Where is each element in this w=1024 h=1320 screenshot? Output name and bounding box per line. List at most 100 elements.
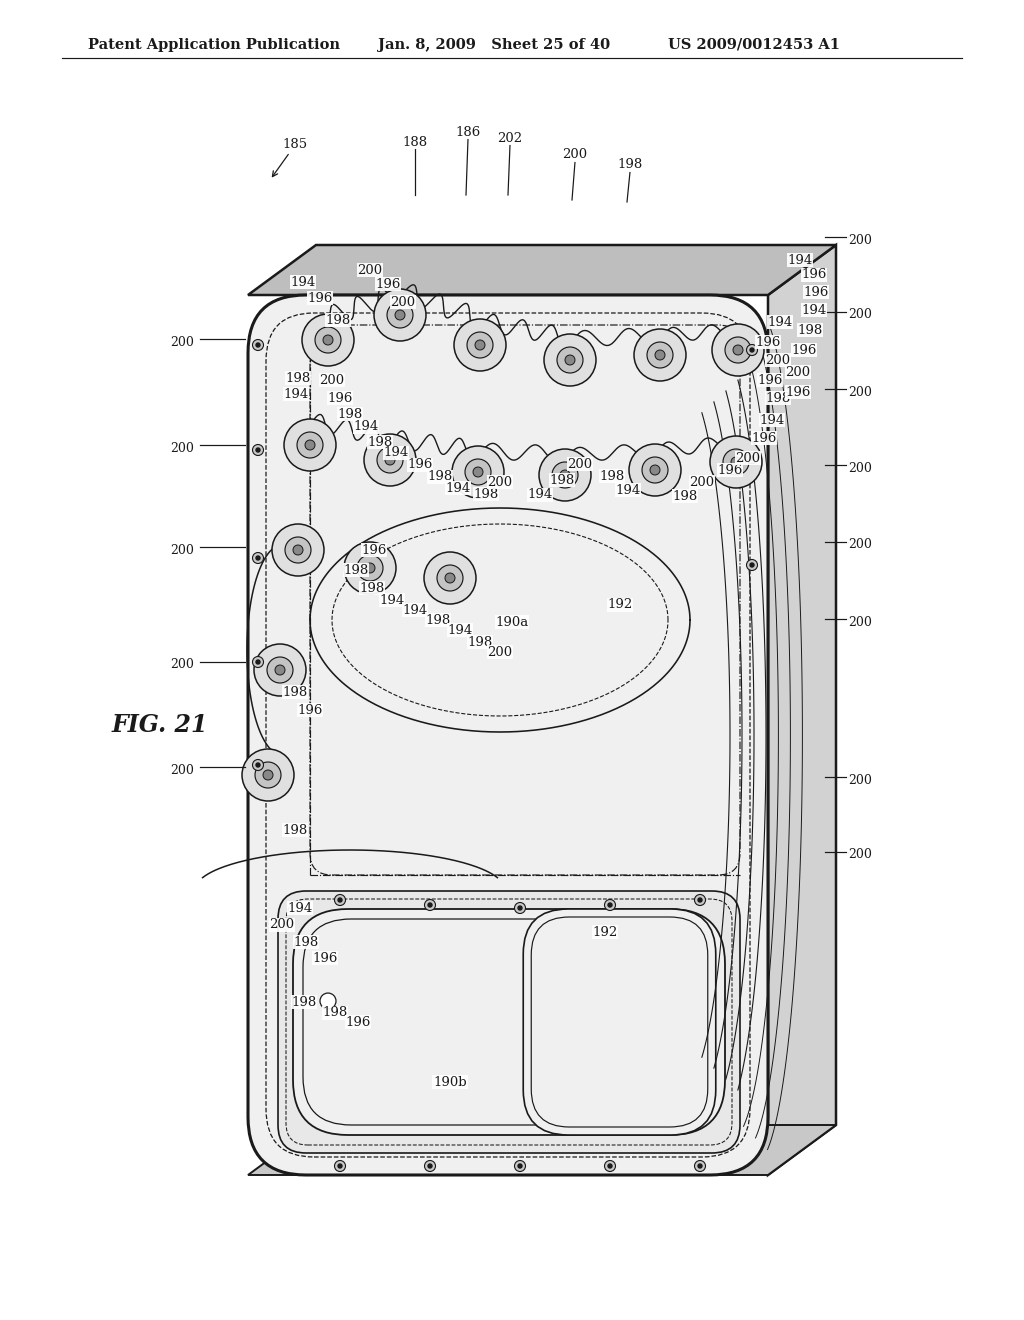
Circle shape xyxy=(608,1164,612,1168)
Polygon shape xyxy=(768,246,836,1175)
Text: 196: 196 xyxy=(376,277,400,290)
Circle shape xyxy=(302,314,354,366)
Text: 194: 194 xyxy=(802,304,826,317)
Text: 198: 198 xyxy=(326,314,350,326)
Text: 192: 192 xyxy=(607,598,633,611)
Text: 194: 194 xyxy=(760,413,784,426)
Circle shape xyxy=(253,656,263,668)
Circle shape xyxy=(604,899,615,911)
Text: 198: 198 xyxy=(368,436,392,449)
Circle shape xyxy=(655,350,665,360)
Circle shape xyxy=(284,418,336,471)
Text: 200: 200 xyxy=(785,366,811,379)
Text: 194: 194 xyxy=(445,482,471,495)
Circle shape xyxy=(514,1160,525,1172)
Circle shape xyxy=(428,1164,432,1168)
Text: 200: 200 xyxy=(170,763,194,776)
Text: 200: 200 xyxy=(562,149,588,161)
Circle shape xyxy=(338,1164,342,1168)
Circle shape xyxy=(365,564,375,573)
Text: 198: 198 xyxy=(343,564,369,577)
Text: 196: 196 xyxy=(803,285,828,298)
Circle shape xyxy=(647,342,673,368)
Text: 200: 200 xyxy=(689,475,715,488)
Text: 198: 198 xyxy=(599,470,625,483)
Circle shape xyxy=(514,903,525,913)
Circle shape xyxy=(746,560,758,570)
Text: 198: 198 xyxy=(283,824,307,837)
Circle shape xyxy=(357,554,383,581)
Text: 200: 200 xyxy=(487,475,513,488)
Text: 194: 194 xyxy=(379,594,404,606)
Circle shape xyxy=(253,339,263,351)
Text: 198: 198 xyxy=(617,158,643,172)
Text: 200: 200 xyxy=(269,919,295,932)
Text: 190b: 190b xyxy=(433,1076,467,1089)
Text: 200: 200 xyxy=(319,374,344,387)
Circle shape xyxy=(335,1160,345,1172)
Text: Jan. 8, 2009   Sheet 25 of 40: Jan. 8, 2009 Sheet 25 of 40 xyxy=(378,38,610,51)
Circle shape xyxy=(698,898,702,902)
Text: 200: 200 xyxy=(170,659,194,672)
Text: 198: 198 xyxy=(549,474,574,487)
Circle shape xyxy=(698,1164,702,1168)
Circle shape xyxy=(256,763,260,767)
Circle shape xyxy=(255,762,281,788)
Text: 200: 200 xyxy=(390,296,416,309)
Text: 196: 196 xyxy=(408,458,433,471)
Text: 200: 200 xyxy=(357,264,383,276)
Circle shape xyxy=(565,355,575,366)
Text: 196: 196 xyxy=(361,544,387,557)
Text: 194: 194 xyxy=(284,388,308,400)
Text: 186: 186 xyxy=(456,125,480,139)
Circle shape xyxy=(557,347,583,374)
Circle shape xyxy=(437,565,463,591)
Text: 200: 200 xyxy=(848,234,872,247)
Circle shape xyxy=(293,545,303,554)
FancyBboxPatch shape xyxy=(293,909,725,1135)
Circle shape xyxy=(694,895,706,906)
Circle shape xyxy=(395,310,406,319)
Circle shape xyxy=(608,903,612,907)
Circle shape xyxy=(385,455,395,465)
Text: 198: 198 xyxy=(765,392,791,404)
Circle shape xyxy=(473,467,483,477)
Text: 196: 196 xyxy=(758,374,782,387)
Circle shape xyxy=(256,343,260,347)
Circle shape xyxy=(275,665,285,675)
Text: 200: 200 xyxy=(848,462,872,474)
Circle shape xyxy=(319,993,336,1008)
Circle shape xyxy=(518,1164,522,1168)
Text: 196: 196 xyxy=(785,385,811,399)
Text: 196: 196 xyxy=(802,268,826,281)
Circle shape xyxy=(256,556,260,560)
Circle shape xyxy=(733,345,743,355)
Circle shape xyxy=(242,748,294,801)
Text: 202: 202 xyxy=(498,132,522,144)
Text: 200: 200 xyxy=(848,615,872,628)
Text: 194: 194 xyxy=(402,603,428,616)
Text: 200: 200 xyxy=(567,458,593,470)
Circle shape xyxy=(518,906,522,909)
Text: 200: 200 xyxy=(848,309,872,322)
Text: 198: 198 xyxy=(293,936,318,949)
Circle shape xyxy=(560,470,570,480)
Text: 196: 196 xyxy=(792,343,817,356)
Circle shape xyxy=(475,341,485,350)
Circle shape xyxy=(344,543,396,594)
Text: FIG. 21: FIG. 21 xyxy=(112,713,209,737)
Text: 198: 198 xyxy=(467,635,493,648)
Circle shape xyxy=(712,323,764,376)
Text: 200: 200 xyxy=(487,645,513,659)
Circle shape xyxy=(642,457,668,483)
Text: 185: 185 xyxy=(272,139,307,177)
Text: 196: 196 xyxy=(752,432,776,445)
Text: 200: 200 xyxy=(848,385,872,399)
Circle shape xyxy=(750,348,754,352)
Text: 198: 198 xyxy=(292,995,316,1008)
Circle shape xyxy=(634,329,686,381)
Circle shape xyxy=(428,903,432,907)
Text: 198: 198 xyxy=(427,470,453,483)
Text: 194: 194 xyxy=(527,488,553,502)
Circle shape xyxy=(452,446,504,498)
